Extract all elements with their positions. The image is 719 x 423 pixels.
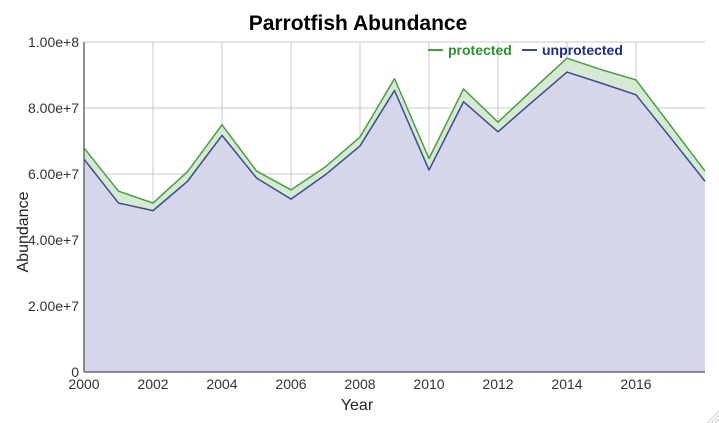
x-axis-label: Year <box>341 397 374 414</box>
x-tick-label: 2014 <box>551 376 582 392</box>
x-tick-labels: 2000 2002 2004 2006 2008 2010 2012 2014 2016 <box>68 376 651 392</box>
x-tick-label: 2008 <box>344 376 375 392</box>
axis-layer <box>83 42 705 373</box>
y-tick-label: 2.00e+7 <box>28 298 79 314</box>
y-tick-label: 1.00e+8 <box>28 34 79 50</box>
line-unprotected <box>83 71 706 212</box>
resize-grip-icon[interactable] <box>706 410 719 423</box>
y-tick-label: 4.00e+7 <box>28 232 79 248</box>
x-tick-label: 2010 <box>413 376 444 392</box>
y-tick-label: 8.00e+7 <box>28 100 79 116</box>
y-tick-label: 0 <box>71 364 79 380</box>
y-axis-label: Abundance <box>15 191 32 272</box>
x-tick-label: 2002 <box>137 376 168 392</box>
chart-title: Parrotfish Abundance <box>249 12 468 35</box>
x-tick-label: 2006 <box>275 376 306 392</box>
x-tick-label: 2016 <box>620 376 651 392</box>
area-layer <box>84 58 705 373</box>
line-layer <box>83 57 706 212</box>
x-tick-label: 2004 <box>206 376 237 392</box>
legend-label-protected: protected <box>448 42 512 58</box>
line-protected <box>83 57 706 204</box>
legend-label-unprotected: unprotected <box>542 42 623 58</box>
x-tick-label: 2000 <box>68 376 99 392</box>
area-unprotected <box>84 72 705 372</box>
x-tick-label: 2012 <box>482 376 513 392</box>
legend: protected unprotected <box>428 42 623 58</box>
y-tick-label: 6.00e+7 <box>28 166 79 182</box>
y-tick-labels: 0 2.00e+7 4.00e+7 6.00e+7 8.00e+7 1.00e+8 <box>28 34 79 380</box>
